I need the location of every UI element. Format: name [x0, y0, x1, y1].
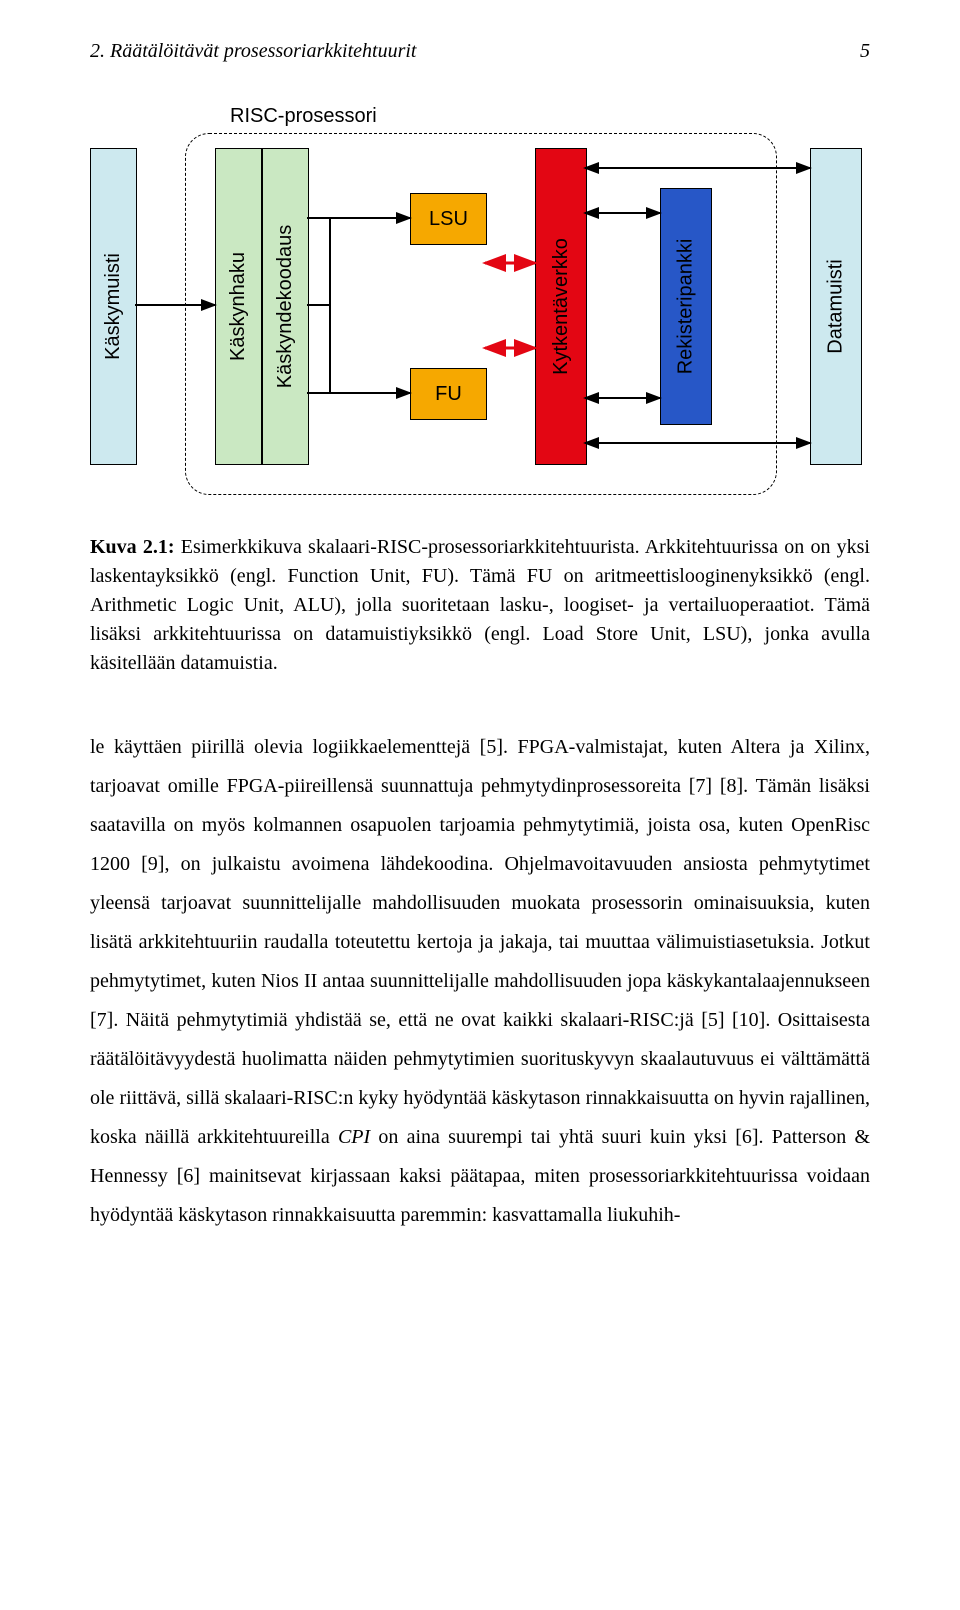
page-number: 5	[860, 40, 870, 63]
page-header: 2. Räätälöitävät prosessoriarkkitehtuuri…	[90, 40, 870, 63]
body-paragraph: le käyttäen piirillä olevia logiikkaelem…	[90, 728, 870, 1235]
risc-label: RISC-prosessori	[230, 105, 377, 128]
label-kaskymuisti: Käskymuisti	[102, 253, 125, 360]
label-kaskynhaku: Käskynhaku	[227, 252, 250, 361]
label-kytkentaverkko: Kytkentäverkko	[550, 238, 573, 375]
block-lsu: LSU	[410, 193, 487, 245]
label-lsu: LSU	[429, 208, 468, 231]
block-datamuisti: Datamuisti	[810, 148, 862, 465]
block-kaskymuisti: Käskymuisti	[90, 148, 137, 465]
block-kytkentaverkko: Kytkentäverkko	[535, 148, 587, 465]
block-kaskyndekoodaus: Käskyndekoodaus	[262, 148, 309, 465]
label-rekisteripankki: Rekisteripankki	[675, 239, 698, 375]
block-kaskynhaku: Käskynhaku	[215, 148, 262, 465]
figure-caption: Kuva 2.1: Esimerkkikuva skalaari-RISC-pr…	[90, 533, 870, 678]
section-title: 2. Räätälöitävät prosessoriarkkitehtuuri…	[90, 40, 416, 63]
block-rekisteripankki: Rekisteripankki	[660, 188, 712, 425]
caption-label: Kuva 2.1:	[90, 536, 175, 558]
label-datamuisti: Datamuisti	[825, 259, 848, 353]
label-kaskyndekoodaus: Käskyndekoodaus	[274, 225, 297, 388]
caption-text: Esimerkkikuva skalaari-RISC-prosessoriar…	[90, 536, 870, 674]
figure-1: RISC-prosessori Käskymuisti Käskynhaku K…	[90, 93, 870, 503]
label-fu: FU	[435, 383, 462, 406]
block-fu: FU	[410, 368, 487, 420]
